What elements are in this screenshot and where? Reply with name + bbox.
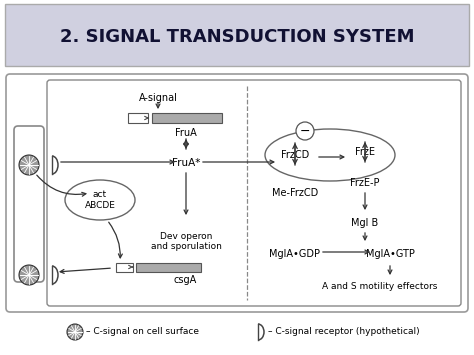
- Text: csgA: csgA: [173, 275, 197, 285]
- FancyBboxPatch shape: [5, 4, 469, 66]
- Text: FrzE: FrzE: [355, 147, 375, 157]
- Text: Mgl B: Mgl B: [351, 218, 379, 228]
- Text: FruA: FruA: [175, 128, 197, 138]
- Ellipse shape: [265, 129, 395, 181]
- Bar: [152, 113, 222, 123]
- Text: FruA*: FruA*: [172, 158, 200, 168]
- Circle shape: [67, 324, 83, 340]
- Text: 2. SIGNAL TRANSDUCTION SYSTEM: 2. SIGNAL TRANSDUCTION SYSTEM: [60, 28, 414, 46]
- Circle shape: [19, 265, 39, 285]
- Text: MglA•GTP: MglA•GTP: [365, 249, 414, 259]
- Text: −: −: [300, 125, 310, 137]
- FancyBboxPatch shape: [47, 80, 461, 306]
- Text: Me-FrzCD: Me-FrzCD: [272, 188, 318, 198]
- Text: Dev operon
and sporulation: Dev operon and sporulation: [151, 232, 221, 251]
- Text: – C-signal receptor (hypothetical): – C-signal receptor (hypothetical): [268, 328, 419, 337]
- Circle shape: [19, 155, 39, 175]
- Bar: [116, 263, 133, 272]
- Text: FrzCD: FrzCD: [281, 150, 309, 160]
- Ellipse shape: [65, 180, 135, 220]
- Bar: [128, 113, 148, 123]
- Bar: [136, 263, 201, 272]
- Circle shape: [296, 122, 314, 140]
- Text: A and S motility effectors: A and S motility effectors: [322, 282, 438, 291]
- Text: MglA•GDP: MglA•GDP: [270, 249, 320, 259]
- Text: FrzE-P: FrzE-P: [350, 178, 380, 188]
- Text: – C-signal on cell surface: – C-signal on cell surface: [86, 328, 199, 337]
- Text: act
ABCDE: act ABCDE: [84, 190, 116, 210]
- FancyBboxPatch shape: [14, 126, 44, 282]
- FancyBboxPatch shape: [6, 74, 468, 312]
- Text: A-signal: A-signal: [138, 93, 177, 103]
